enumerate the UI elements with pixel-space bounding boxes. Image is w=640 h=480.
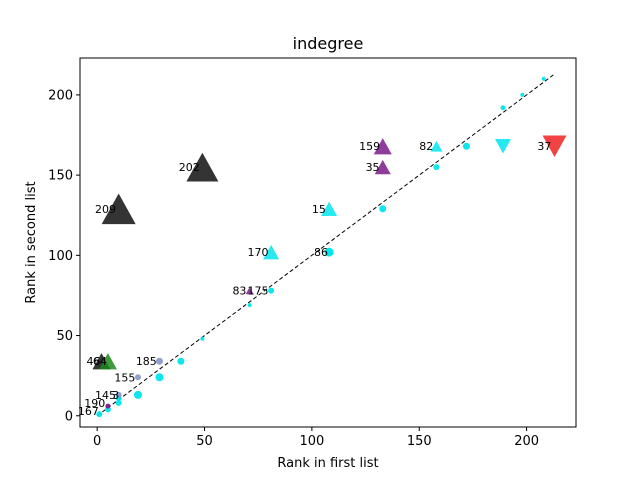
point-annotation: 64 (93, 355, 107, 368)
point-annotation: 35 (366, 161, 380, 174)
point-annotation: 175 (247, 285, 268, 298)
y-tick-label: 150 (48, 169, 73, 184)
axis-ticks: 0 50 100 150 200 0 50 100 150 200 (48, 88, 539, 449)
point-annotation: 209 (95, 203, 116, 216)
scatter-point (500, 105, 506, 111)
scatter-point (115, 399, 122, 406)
y-tick-label: 100 (48, 249, 73, 264)
point-annotation: 170 (247, 246, 268, 259)
point-annotation: 159 (359, 140, 380, 153)
point-annotation: 86 (314, 246, 328, 259)
scatter-point (133, 390, 142, 399)
chart-title: indegree (293, 34, 364, 53)
point-annotation: 83 (232, 285, 246, 298)
triangle-up-marker (245, 287, 254, 295)
point-annotation: 82 (419, 140, 433, 153)
y-tick-label: 0 (65, 409, 73, 424)
point-annotation: 155 (114, 371, 135, 384)
scatter-point (177, 357, 185, 365)
triangle-up-marker (263, 244, 280, 260)
point-annotation: 190 (84, 397, 105, 410)
x-tick-label: 100 (299, 434, 324, 449)
x-tick-label: 150 (407, 434, 432, 449)
scatter-point (247, 303, 252, 308)
triangle-up-marker (321, 201, 338, 217)
triangle-down-marker (542, 135, 567, 158)
y-axis-label: Rank in second list (24, 181, 39, 303)
x-tick-label: 50 (196, 434, 213, 449)
x-tick-label: 200 (514, 434, 539, 449)
scatter-point (155, 373, 164, 382)
scatter-point (155, 357, 163, 365)
triangle-up-marker (373, 138, 392, 155)
point-annotation: 167 (78, 405, 99, 418)
scatter-point (268, 287, 275, 294)
scatter-point (462, 142, 470, 150)
axes-frame (79, 57, 577, 428)
triangle-up-marker (374, 159, 391, 175)
triangle-up-marker (98, 353, 117, 370)
x-axis-label: Rank in first list (277, 456, 378, 471)
point-annotation: 145 (95, 389, 116, 402)
triangle-down-marker (494, 139, 511, 154)
diagonal-reference-line (96, 73, 555, 417)
scatter-point (200, 336, 205, 341)
triangle-up-marker (186, 152, 219, 182)
scatter-point (541, 76, 546, 81)
point-annotation: 46 (86, 355, 100, 368)
y-tick-label: 200 (48, 88, 73, 103)
point-annotation: 202 (179, 161, 200, 174)
y-tick-label: 50 (56, 329, 73, 344)
scatter-point (105, 403, 111, 409)
point-annotation: 185 (136, 355, 157, 368)
scatter-point (115, 391, 122, 398)
scatter-point (134, 374, 141, 381)
scatter-point (96, 411, 103, 418)
triangle-up-marker (430, 140, 443, 152)
point-annotation: 3 (112, 389, 119, 402)
scatter-point (433, 164, 440, 171)
point-annotation: 37 (537, 140, 551, 153)
x-tick-label: 0 (93, 434, 101, 449)
scatter-point (325, 248, 334, 257)
point-annotation: 15 (312, 203, 326, 216)
scatter-point (520, 92, 525, 97)
triangle-up-marker (101, 193, 136, 225)
scatter-point (379, 205, 387, 213)
